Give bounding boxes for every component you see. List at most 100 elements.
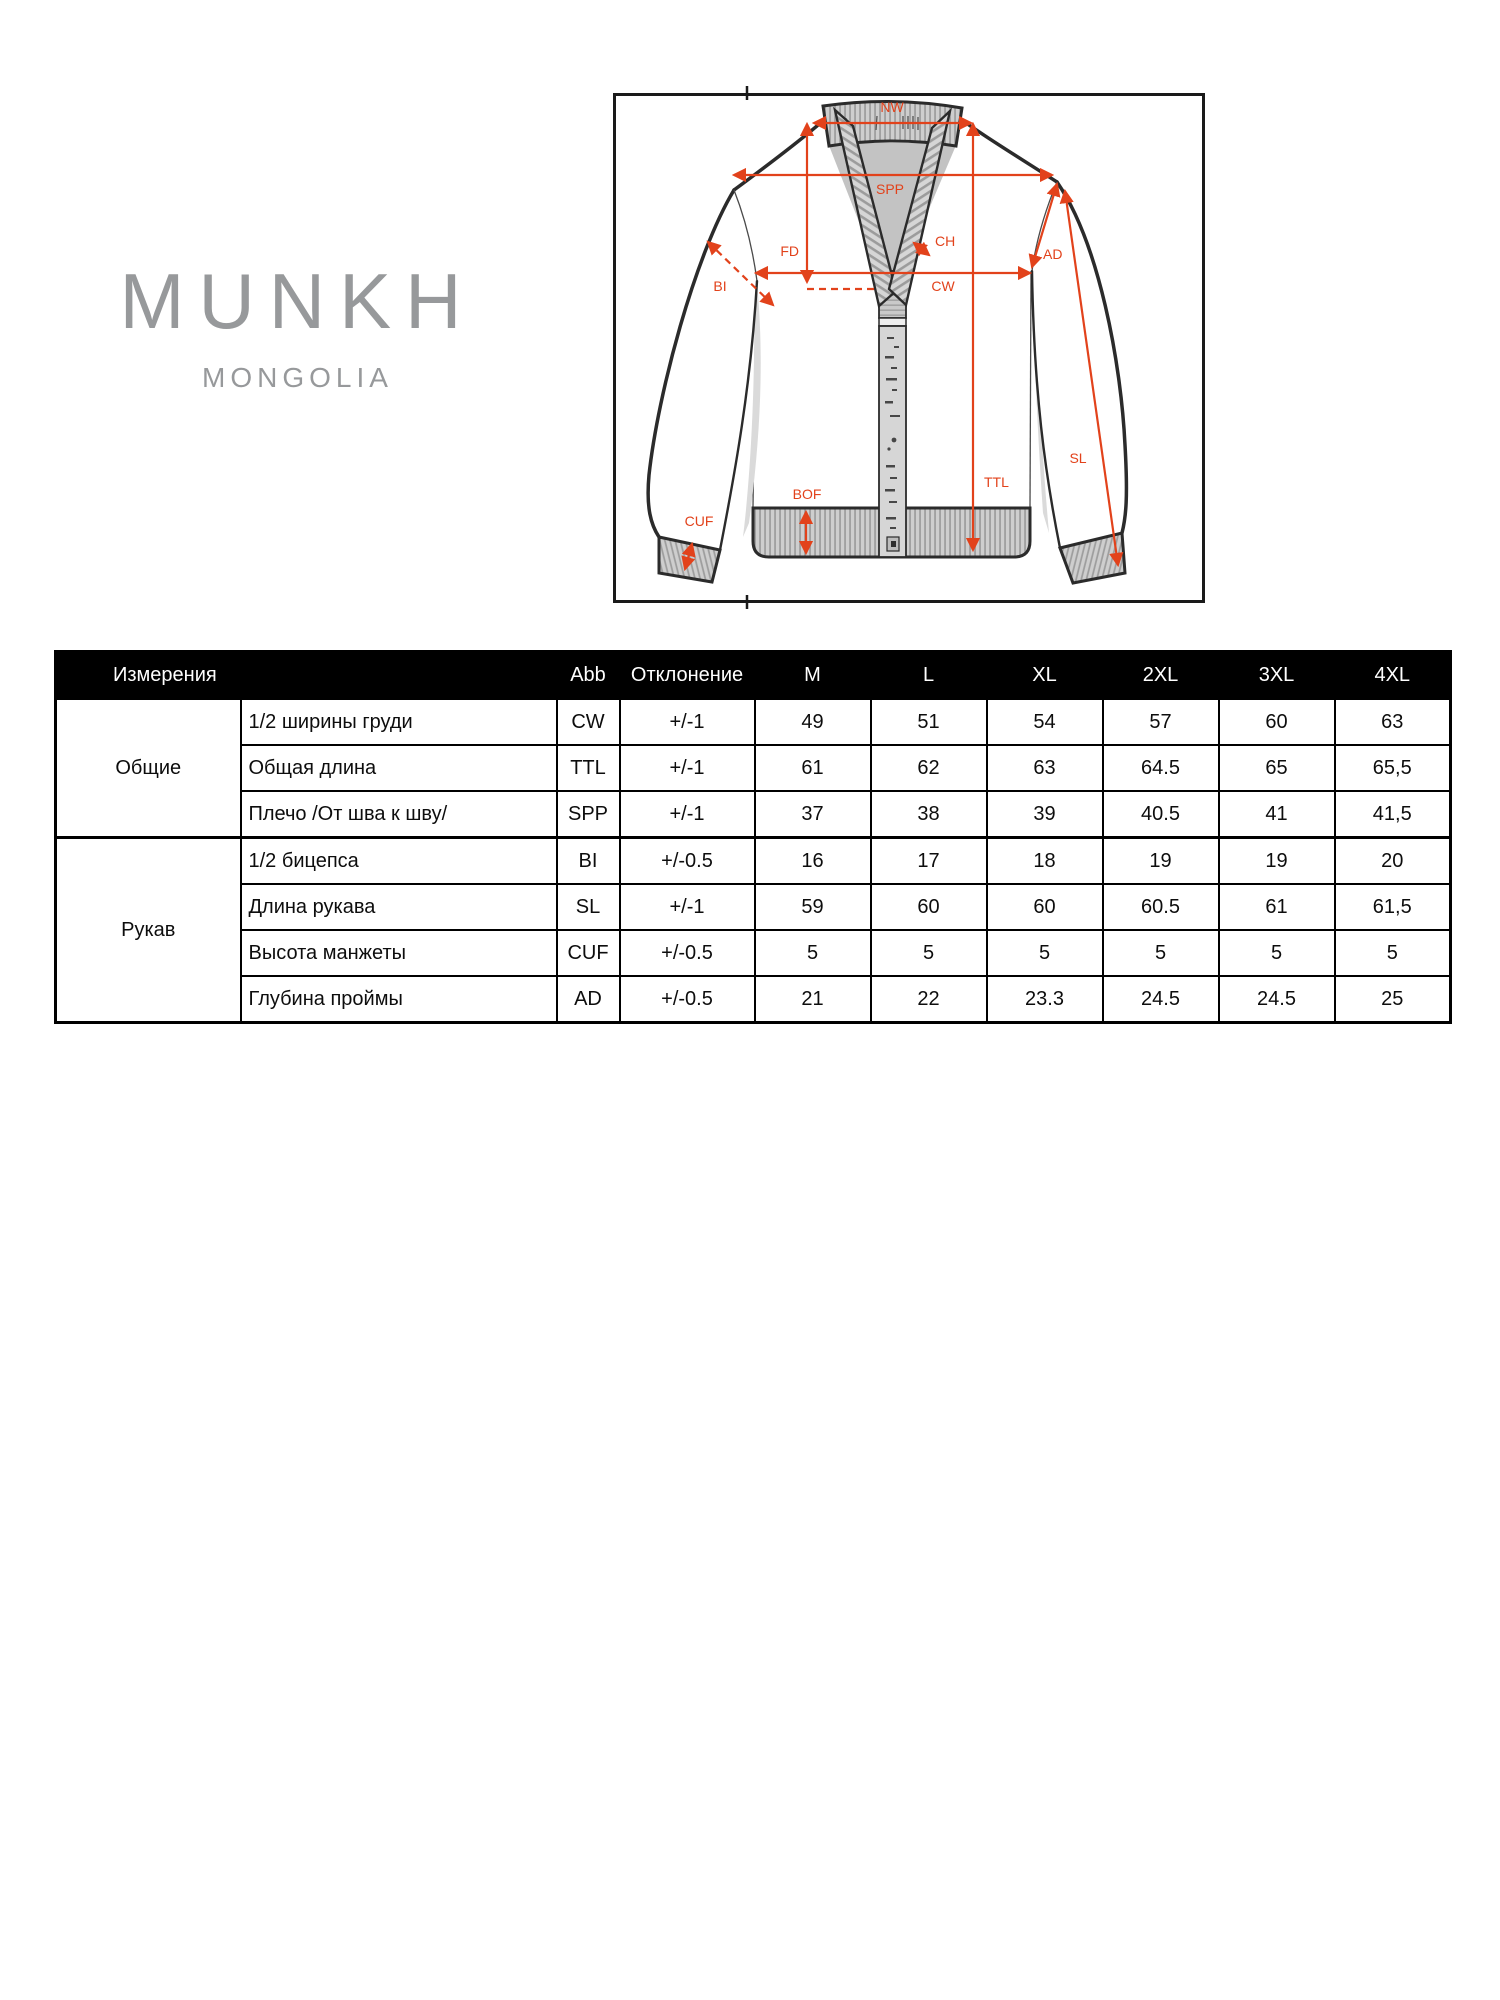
table-row: Длина рукава SL +/-1 59 60 60 60.5 61 61,5 — [56, 883, 1452, 931]
nw-label: NW — [880, 99, 904, 115]
value-cell: 63 — [985, 744, 1104, 792]
value-cell: 60.5 — [1101, 883, 1220, 931]
value-cell: 25 — [1333, 975, 1452, 1024]
row-label: Глубина проймы — [239, 975, 558, 1024]
value-cell: 20 — [1333, 836, 1452, 885]
garment-measurement-diagram: NW SPP FD CH BI CW AD TTL SL BOF CUF — [613, 86, 1205, 609]
deviation-cell: +/-0.5 — [618, 975, 756, 1024]
abb-cell: CUF — [555, 929, 621, 977]
deviation-cell: +/-1 — [618, 883, 756, 931]
value-cell: 23.3 — [985, 975, 1104, 1024]
ttl-label: TTL — [984, 474, 1009, 490]
row-label: Общая длина — [239, 744, 558, 792]
value-cell: 5 — [1333, 929, 1452, 977]
row-label: 1/2 бицепса — [239, 836, 558, 885]
brand-logo: MUNKH MONGOLIA — [100, 262, 495, 394]
bi-label: BI — [713, 278, 726, 294]
value-cell: 5 — [753, 929, 872, 977]
sl-arrow — [1059, 188, 1124, 568]
value-cell: 60 — [869, 883, 988, 931]
value-cell: 16 — [753, 836, 872, 885]
table-header-row: Измерения Abb Отклонение M L XL 2XL 3XL … — [54, 650, 1452, 700]
deviation-cell: +/-1 — [618, 697, 756, 746]
value-cell: 63 — [1333, 697, 1452, 746]
size-chart-table: Измерения Abb Отклонение M L XL 2XL 3XL … — [54, 650, 1452, 1024]
bof-label: BOF — [793, 486, 822, 502]
header-measurements: Измерения — [54, 650, 558, 700]
value-cell: 51 — [869, 697, 988, 746]
sl-label: SL — [1069, 450, 1086, 466]
value-cell: 19 — [1217, 836, 1336, 885]
header-size-xl: XL — [985, 650, 1104, 700]
value-cell: 59 — [753, 883, 872, 931]
abb-cell: CW — [555, 697, 621, 746]
ad-arrow — [1028, 181, 1061, 270]
button-placket — [878, 270, 907, 558]
value-cell: 60 — [985, 883, 1104, 931]
value-cell: 57 — [1101, 697, 1220, 746]
value-cell: 24.5 — [1101, 975, 1220, 1024]
value-cell: 61,5 — [1333, 883, 1452, 931]
table-row: Общие 1/2 ширины груди CW +/-1 49 51 54 57 60 63 — [54, 697, 1452, 839]
abb-cell: BI — [555, 836, 621, 885]
value-cell: 37 — [753, 790, 872, 839]
spp-label: SPP — [876, 181, 904, 197]
abb-cell: SPP — [555, 790, 621, 839]
ch-label: CH — [935, 233, 955, 249]
value-cell: 64.5 — [1101, 744, 1220, 792]
row-label: Высота манжеты — [239, 929, 558, 977]
ch-arrow — [912, 241, 931, 257]
value-cell: 40.5 — [1101, 790, 1220, 839]
row-label: Длина рукава — [239, 883, 558, 931]
fd-label: FD — [780, 243, 799, 259]
value-cell: 61 — [753, 744, 872, 792]
size-table-body: Общие 1/2 ширины груди CW +/-1 49 51 54 57 60 63 О… — [54, 697, 1452, 1024]
value-cell: 41 — [1217, 790, 1336, 839]
cuf-arrow — [681, 541, 696, 572]
value-cell: 19 — [1101, 836, 1220, 885]
value-cell: 17 — [869, 836, 988, 885]
table-row: Высота манжеты CUF +/-0.5 5 5 5 5 5 5 — [56, 929, 1452, 977]
table-row: Общая длина TTL +/-1 61 62 63 64.5 65 65,5 — [56, 744, 1452, 792]
group-cell: Общие — [54, 697, 242, 839]
header-size-2xl: 2XL — [1101, 650, 1220, 700]
deviation-cell: +/-0.5 — [618, 929, 756, 977]
value-cell: 22 — [869, 975, 988, 1024]
cuf-label: CUF — [685, 513, 714, 529]
value-cell: 54 — [985, 697, 1104, 746]
header-deviation: Отклонение — [618, 650, 756, 700]
cw-label: CW — [931, 278, 955, 294]
header-size-3xl: 3XL — [1217, 650, 1336, 700]
header-size-m: M — [753, 650, 872, 700]
value-cell: 65 — [1217, 744, 1336, 792]
brand-subtitle: MONGOLIA — [202, 362, 393, 393]
abb-cell: TTL — [555, 744, 621, 792]
group-cell: Рукав — [54, 836, 242, 1024]
value-cell: 5 — [1217, 929, 1336, 977]
abb-cell: SL — [555, 883, 621, 931]
table-row: Глубина проймы AD +/-0.5 21 22 23.3 24.5 24.5 25 — [56, 975, 1452, 1024]
value-cell: 18 — [985, 836, 1104, 885]
table-row: Рукав 1/2 бицепса BI +/-0.5 16 17 18 19 19 20 — [54, 836, 1452, 1024]
cardigan-sketch: NW SPP FD CH BI CW AD TTL SL BOF CUF — [613, 86, 1205, 609]
brand-name: MUNKH — [119, 257, 476, 345]
row-label: 1/2 ширины груди — [239, 697, 558, 746]
value-cell: 5 — [985, 929, 1104, 977]
header-size-l: L — [869, 650, 988, 700]
value-cell: 39 — [985, 790, 1104, 839]
value-cell: 5 — [1101, 929, 1220, 977]
bi-arrow — [706, 240, 775, 307]
value-cell: 61 — [1217, 883, 1336, 931]
value-cell: 49 — [753, 697, 872, 746]
abb-cell: AD — [555, 975, 621, 1024]
value-cell: 60 — [1217, 697, 1336, 746]
ad-label: AD — [1043, 246, 1062, 262]
value-cell: 38 — [869, 790, 988, 839]
deviation-cell: +/-1 — [618, 744, 756, 792]
header-size-4xl: 4XL — [1333, 650, 1452, 700]
deviation-cell: +/-1 — [618, 790, 756, 839]
measurement-annotations: NW SPP FD CH BI CW AD TTL SL BOF CUF — [681, 99, 1124, 572]
value-cell: 24.5 — [1217, 975, 1336, 1024]
value-cell: 65,5 — [1333, 744, 1452, 792]
header-abb: Abb — [555, 650, 621, 700]
